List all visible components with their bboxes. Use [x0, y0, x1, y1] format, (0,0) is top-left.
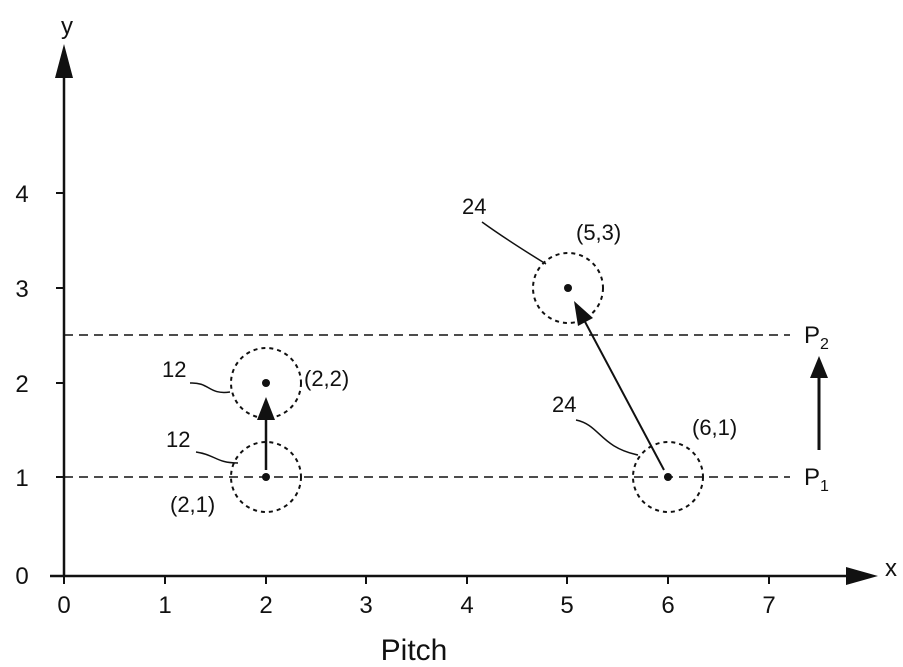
- element-dot-2-2: [262, 379, 270, 387]
- plane-p1-label: P1: [804, 464, 829, 495]
- element-circle-5-3: [532, 252, 604, 324]
- x-tick-label: 5: [560, 592, 573, 619]
- x-axis-letter: x: [885, 555, 897, 582]
- x-ticks: [63, 576, 770, 584]
- x-tick-label: 6: [661, 592, 674, 619]
- element-circle-2-2: [230, 347, 302, 419]
- plane-p2-label: P2: [804, 322, 829, 353]
- x-tick-label: 2: [259, 592, 272, 619]
- ref-numeral-24-lower: 24: [552, 392, 576, 417]
- x-tick-label: 0: [57, 592, 70, 619]
- plane-p1-name: P: [804, 464, 820, 491]
- coord-label-2-1: (2,1): [170, 492, 215, 517]
- x-tick-label: 4: [460, 592, 473, 619]
- move-arrowhead-12: [257, 397, 275, 420]
- plane-p2-subscript: 2: [820, 336, 829, 353]
- x-axis-title: Pitch: [381, 634, 448, 667]
- leader-12-lower: [195, 451, 239, 464]
- move-arrowhead-24: [574, 301, 593, 326]
- leader-12-upper: [189, 382, 231, 394]
- x-tick-labels: 0 1 2 3 4 5 6 7: [57, 592, 775, 619]
- y-axis-letter: y: [61, 13, 73, 40]
- y-tick-label: 4: [15, 181, 28, 208]
- plane-p1-subscript: 1: [820, 478, 829, 495]
- element-circle-6-1: [632, 441, 704, 513]
- leader-24-lower: [575, 419, 639, 456]
- element-dot-6-1: [664, 473, 672, 481]
- ref-numeral-12-lower: 12: [166, 427, 190, 452]
- element-circle-2-1: [230, 441, 302, 513]
- y-tick-label: 1: [15, 465, 28, 492]
- leader-24-upper: [481, 221, 547, 265]
- coord-label-5-3: (5,3): [576, 220, 621, 245]
- ref-numeral-24-upper: 24: [462, 194, 486, 219]
- ref-numeral-12-upper: 12: [162, 357, 186, 382]
- coord-label-2-2: (2,2): [304, 366, 349, 391]
- y-tick-label: 0: [15, 563, 28, 590]
- y-axis-arrow: [55, 44, 73, 78]
- x-tick-label: 7: [762, 592, 775, 619]
- x-tick-label: 3: [359, 592, 372, 619]
- plane-p2-name: P: [804, 322, 820, 349]
- plane-shift-arrowhead: [810, 356, 828, 378]
- y-tick-label: 3: [15, 276, 28, 303]
- x-tick-label: 1: [158, 592, 171, 619]
- coord-label-6-1: (6,1): [692, 415, 737, 440]
- element-dot-2-1: [262, 473, 270, 481]
- x-axis-arrow: [846, 567, 878, 585]
- y-tick-label: 2: [15, 371, 28, 398]
- element-dot-5-3: [564, 284, 572, 292]
- y-tick-labels: 0 1 2 3 4: [15, 181, 28, 590]
- move-arrow-24: [582, 317, 665, 471]
- y-ticks: [56, 192, 64, 577]
